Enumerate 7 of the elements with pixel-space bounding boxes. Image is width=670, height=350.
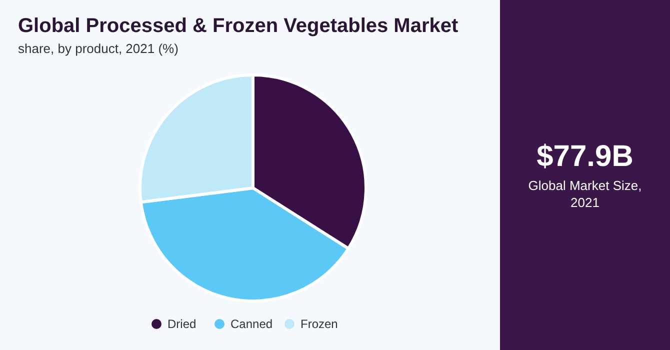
legend-label: Dried bbox=[168, 317, 196, 331]
legend-label: Canned bbox=[230, 317, 273, 331]
chart-subtitle: share, by product, 2021 (%) bbox=[18, 41, 178, 56]
legend-label: Frozen bbox=[300, 317, 338, 331]
text: Global Market Size, 2021 bbox=[528, 178, 642, 210]
chart-title: Global Processed & Frozen Vegetables Market bbox=[18, 15, 458, 37]
text: $77.9B bbox=[536, 140, 634, 173]
